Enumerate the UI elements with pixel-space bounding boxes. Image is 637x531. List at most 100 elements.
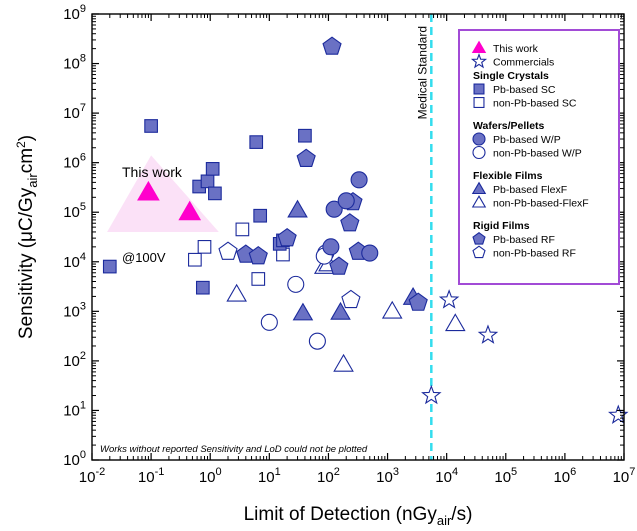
point-commercials-2 — [477, 324, 499, 344]
y-tick-exponent: 1 — [80, 399, 86, 411]
legend-box — [458, 29, 620, 285]
x-tick-exponent: -1 — [155, 466, 165, 478]
x-axis-title-sub: air — [437, 513, 452, 528]
point-pb-rf-5 — [329, 256, 349, 275]
legend-label: This work — [493, 43, 539, 55]
x-tick-label: 102 — [317, 466, 340, 486]
x-tick-label: 101 — [258, 466, 281, 486]
y-tick-label: 100 — [63, 449, 86, 469]
y-axis-title: Sensitivity (μC/Gyaircm2) — [14, 135, 40, 339]
point-non-pb-flexf-3 — [333, 353, 354, 372]
y-tick-label: 108 — [63, 53, 86, 73]
point-pb-rf-2 — [277, 228, 297, 247]
y-tick-exponent: 8 — [80, 53, 86, 65]
legend-label: Pb-based FlexF — [493, 184, 567, 196]
y-tick-base: 10 — [63, 56, 80, 73]
point-this-work-1 — [178, 200, 202, 221]
x-tick-exponent: 7 — [629, 466, 635, 478]
x-tick-base: 10 — [435, 469, 452, 486]
point-non-pb-sc-2 — [235, 222, 250, 237]
point-pb-sc-1 — [144, 119, 158, 133]
legend-label: non-Pb-based SC — [493, 98, 577, 110]
x-tick-exponent: 4 — [452, 466, 458, 478]
y-tick-exponent: 4 — [80, 251, 86, 263]
x-tick-label: 105 — [494, 466, 517, 486]
data-points — [102, 36, 629, 424]
y-axis-title-sup: 2 — [14, 141, 28, 148]
y-tick-exponent: 6 — [80, 152, 86, 164]
x-tick-exponent: 0 — [216, 466, 222, 478]
legend-marker-triangle — [471, 181, 487, 195]
y-tick-exponent: 0 — [80, 449, 86, 461]
legend-marker-square — [473, 97, 485, 109]
y-tick-label: 102 — [63, 350, 86, 370]
annotations: This work @100V Works without reported Sen… — [100, 26, 429, 455]
y-tick-label: 104 — [63, 251, 86, 271]
point-pb-rf-3 — [296, 148, 316, 167]
y-tick-base: 10 — [63, 402, 80, 419]
y-tick-base: 10 — [63, 303, 80, 320]
point-pb-wp-0 — [322, 238, 340, 256]
x-tick-exponent: 6 — [570, 466, 576, 478]
x-tick-exponent: 1 — [275, 466, 281, 478]
point-pb-wp-3 — [350, 171, 368, 189]
point-commercials-1 — [438, 289, 460, 309]
legend-heading: Single Crystals — [473, 70, 549, 82]
point-pb-rf-6 — [340, 213, 360, 232]
x-tick-exponent: 3 — [393, 466, 399, 478]
point-pb-sc-7 — [249, 135, 264, 149]
footnote: Works without reported Sensitivity and L… — [100, 444, 368, 455]
point-pb-sc-3 — [200, 174, 215, 189]
point-non-pb-wp-1 — [287, 275, 305, 293]
legend-marker-square — [473, 83, 485, 95]
point-pb-flexf-1 — [292, 302, 314, 321]
y-tick-exponent: 2 — [80, 350, 86, 362]
x-tick-base: 10 — [138, 469, 155, 486]
y-tick-label: 107 — [63, 102, 86, 122]
x-tick-label: 106 — [553, 466, 576, 486]
x-tick-label: 107 — [613, 466, 636, 486]
legend-marker-circle — [472, 145, 486, 160]
point-pb-flexf-0 — [287, 199, 308, 218]
point-pb-sc-8 — [253, 208, 268, 223]
point-non-pb-sc-1 — [197, 240, 212, 254]
y-axis-title-main: Sensitivity (μC/Gy — [16, 187, 37, 339]
y-tick-base: 10 — [63, 254, 80, 271]
legend-marker-pentagon — [472, 245, 486, 259]
y-axis-title-sub: air — [25, 173, 40, 188]
y-tick-base: 10 — [63, 452, 80, 469]
legend-marker-pentagon — [472, 232, 486, 245]
plot-frame — [91, 13, 625, 461]
x-tick-exponent: 2 — [334, 466, 340, 478]
y-tick-base: 10 — [63, 105, 80, 122]
x-tick-label: 10-1 — [138, 466, 164, 486]
x-axis-title: Limit of Detection (nGyair/s) — [244, 504, 473, 528]
y-tick-exponent: 9 — [80, 3, 86, 15]
point-pb-rf-9 — [408, 292, 428, 311]
x-axis-title-main: Limit of Detection (nGy — [244, 504, 438, 525]
x-tick-label: 100 — [199, 466, 222, 486]
legend-label: non-Pb-based RF — [493, 248, 576, 260]
point-pb-sc-10 — [298, 128, 312, 143]
point-commercials-3 — [608, 404, 629, 424]
medical-standard-label: Medical Standard — [415, 26, 429, 119]
x-tick-exponent: 5 — [511, 466, 517, 478]
y-tick-label: 109 — [63, 3, 86, 23]
x-tick-base: 10 — [199, 469, 216, 486]
legend-label: Commercials — [493, 57, 554, 69]
axes: 10-2 10-1 100 101 102 103 104 105 106 10710010110… — [14, 3, 635, 528]
legend-marker-star — [470, 53, 488, 69]
point-non-pb-rf-1 — [341, 289, 361, 309]
point-pb-sc-5 — [208, 186, 222, 201]
point-non-pb-flexf-0 — [226, 283, 247, 302]
y-tick-base: 10 — [63, 6, 80, 23]
point-pb-wp-1 — [325, 200, 343, 218]
point-non-pb-wp-0 — [260, 313, 278, 331]
point-non-pb-wp-2 — [308, 332, 326, 350]
y-tick-exponent: 7 — [80, 102, 86, 114]
point-pb-sc-4 — [205, 162, 220, 176]
y-tick-base: 10 — [63, 353, 80, 370]
point-commercials-0 — [421, 384, 442, 405]
